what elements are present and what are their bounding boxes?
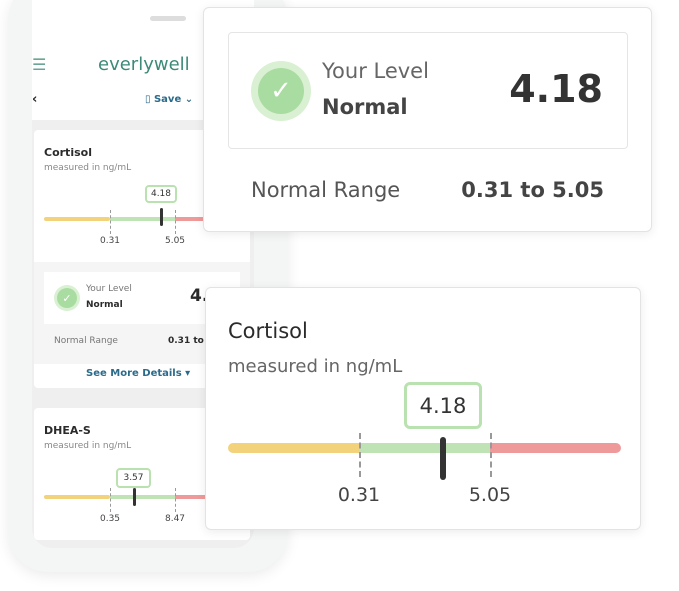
- phone-speaker: [150, 16, 186, 21]
- low-label: 0.35: [99, 514, 121, 524]
- level-value: 4.: [190, 286, 209, 306]
- level-status: Normal: [86, 300, 123, 310]
- menu-icon[interactable]: ☰: [32, 55, 47, 74]
- high-threshold: [175, 488, 176, 512]
- cortisol-callout-card: Cortisol measured in ng/mL 4.18 0.31 5.0…: [205, 287, 641, 530]
- check-icon: ✓: [54, 285, 80, 311]
- result-unit: measured in ng/mL: [44, 163, 132, 173]
- range-value: 0.31 to 5.05: [461, 178, 604, 202]
- low-threshold: [359, 433, 361, 477]
- level-value: 4.18: [509, 67, 603, 111]
- level-box: ✓ Your Level Normal 4.18: [228, 32, 628, 149]
- range-low: [44, 495, 110, 499]
- range-low: [44, 217, 110, 221]
- result-title: DHEA-S: [44, 424, 91, 437]
- caret-down-icon: ▾: [181, 368, 191, 379]
- high-threshold: [175, 210, 176, 234]
- low-threshold: [110, 210, 111, 234]
- low-label: 0.31: [99, 236, 121, 246]
- result-unit: measured in ng/mL: [44, 441, 132, 451]
- save-label: Save: [153, 94, 182, 105]
- value-badge: 3.57: [116, 468, 151, 488]
- range-value: 0.31 to: [168, 336, 204, 346]
- level-label: Your Level: [322, 59, 429, 83]
- result-title: Cortisol: [44, 146, 92, 159]
- low-threshold: [110, 488, 111, 512]
- result-title: Cortisol: [228, 319, 308, 343]
- value-marker: [440, 437, 446, 480]
- save-button[interactable]: ▯ Save ⌄: [145, 94, 193, 105]
- result-unit: measured in ng/mL: [228, 356, 403, 377]
- value-badge: 4.18: [145, 185, 177, 203]
- level-label: Your Level: [86, 284, 132, 294]
- check-icon: ✓: [251, 61, 311, 121]
- range-high: [490, 443, 621, 453]
- document-icon: ▯: [145, 94, 154, 105]
- range-label: Normal Range: [251, 178, 401, 202]
- high-label: 8.47: [164, 514, 186, 524]
- level-status: Normal: [322, 95, 408, 119]
- brand-logo: everlywell: [98, 54, 190, 75]
- value-marker: [133, 488, 136, 506]
- value-badge: 4.18: [404, 382, 482, 429]
- value-marker: [160, 208, 163, 226]
- range-label: Normal Range: [54, 336, 118, 346]
- range-normal: [359, 443, 490, 453]
- see-more-details-link[interactable]: See More Details ▾: [86, 368, 190, 379]
- high-label: 5.05: [468, 484, 512, 506]
- level-callout-card: ✓ Your Level Normal 4.18 Normal Range 0.…: [203, 7, 652, 232]
- range-low: [228, 443, 368, 453]
- range-normal: [110, 495, 175, 499]
- back-icon[interactable]: ‹: [32, 92, 38, 107]
- chevron-down-icon: ⌄: [181, 94, 194, 105]
- high-label: 5.05: [164, 236, 186, 246]
- details-label: See More Details: [86, 368, 182, 379]
- high-threshold: [490, 433, 492, 477]
- range-normal: [110, 217, 175, 221]
- low-label: 0.31: [337, 484, 381, 506]
